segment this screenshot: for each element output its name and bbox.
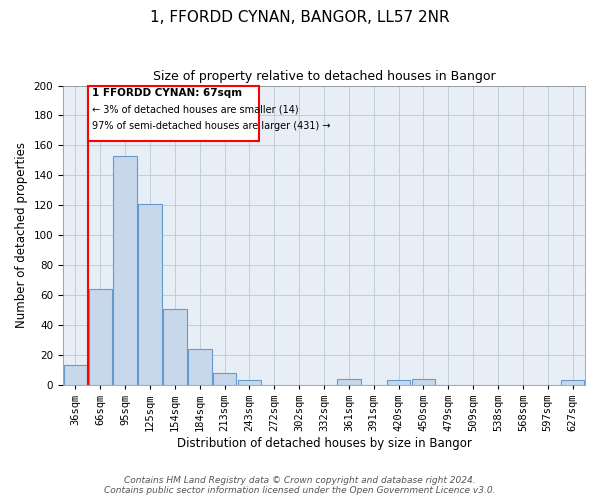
Bar: [64, 366, 87, 385]
Bar: [238, 380, 261, 385]
Y-axis label: Number of detached properties: Number of detached properties: [15, 142, 28, 328]
Bar: [412, 379, 435, 385]
Text: ← 3% of detached houses are smaller (14): ← 3% of detached houses are smaller (14): [92, 104, 298, 115]
Text: Contains HM Land Registry data © Crown copyright and database right 2024.
Contai: Contains HM Land Registry data © Crown c…: [104, 476, 496, 495]
X-axis label: Distribution of detached houses by size in Bangor: Distribution of detached houses by size …: [176, 437, 472, 450]
Text: 1 FFORDD CYNAN: 67sqm: 1 FFORDD CYNAN: 67sqm: [92, 88, 242, 98]
Bar: [138, 204, 162, 385]
Bar: [387, 380, 410, 385]
Title: Size of property relative to detached houses in Bangor: Size of property relative to detached ho…: [153, 70, 496, 83]
Bar: [561, 380, 584, 385]
Bar: [89, 289, 112, 385]
Bar: [163, 308, 187, 385]
Bar: [213, 373, 236, 385]
Text: 1, FFORDD CYNAN, BANGOR, LL57 2NR: 1, FFORDD CYNAN, BANGOR, LL57 2NR: [150, 10, 450, 25]
Bar: [337, 379, 361, 385]
FancyBboxPatch shape: [88, 86, 259, 141]
Bar: [113, 156, 137, 385]
Bar: [188, 349, 212, 385]
Text: 97% of semi-detached houses are larger (431) →: 97% of semi-detached houses are larger (…: [92, 120, 330, 130]
